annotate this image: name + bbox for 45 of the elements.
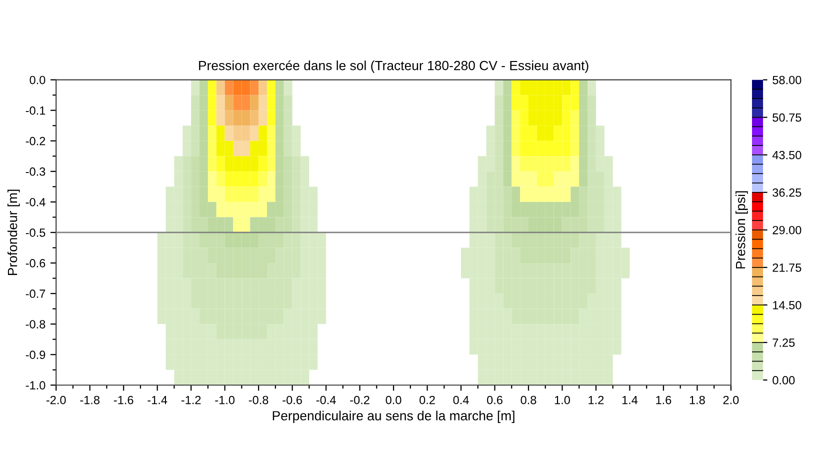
color-bar-title: Pression [psi]	[736, 191, 748, 268]
x-tick-label: 1.6	[656, 396, 672, 404]
color-bar-label: 36.25	[772, 188, 802, 197]
y-tick-label: -0.5	[26, 228, 46, 237]
x-tick-label: 1.8	[690, 396, 705, 404]
x-tick-label: -1.4	[148, 396, 168, 404]
x-tick-label: -1.6	[114, 396, 134, 404]
chart-title: Pression exercée dans le sol (Tracteur 180-280 CV - Essieu avant)	[199, 60, 588, 73]
x-tick-label: 1.0	[554, 396, 570, 404]
y-tick-label: -0.7	[26, 290, 46, 298]
x-tick-label: -0.6	[282, 396, 302, 404]
color-bar-label: 29.00	[772, 226, 802, 234]
y-tick-label: -1.0	[26, 381, 46, 390]
y-tick-label: -0.2	[26, 136, 46, 146]
color-bar-label: 7.25	[772, 338, 795, 347]
color-bar-label: 14.50	[773, 301, 802, 310]
y-tick-label: -0.3	[26, 167, 46, 176]
x-tick-label: 1.4	[622, 396, 638, 404]
x-tick-label: 0.4	[453, 396, 469, 404]
y-tick-label: -0.9	[26, 350, 46, 359]
x-tick-label: -1.2	[181, 396, 201, 404]
y-tick-label: 0.0	[30, 76, 46, 84]
x-tick-label: -2.0	[46, 396, 66, 404]
color-bar-label: 21.75	[772, 263, 802, 272]
x-tick-label: 0.0	[386, 396, 402, 404]
x-tick-label: -1.0	[215, 396, 235, 404]
x-tick-label: -0.2	[350, 396, 370, 404]
x-tick-label: 2.0	[723, 396, 739, 404]
x-tick-label: 1.2	[588, 396, 604, 404]
x-tick-label: -1.8	[80, 396, 100, 404]
color-bar-label: 50.75	[772, 113, 802, 122]
color-bar-label: 43.50	[772, 150, 802, 160]
x-tick-label: 0.2	[420, 396, 435, 404]
x-tick-label: 0.6	[487, 396, 502, 404]
color-bar-label: 58.00	[772, 76, 802, 84]
x-tick-label: -0.4	[316, 396, 336, 404]
y-axis-title: Profondeur [m]	[7, 190, 20, 276]
y-tick-label: -0.8	[26, 320, 46, 328]
x-tick-label: -0.8	[248, 396, 268, 404]
y-tick-label: -0.4	[26, 198, 46, 206]
x-tick-label: 0.8	[520, 396, 536, 404]
color-bar-label: 0.00	[772, 376, 795, 384]
y-tick-label: -0.6	[26, 259, 46, 268]
y-tick-label: -0.1	[26, 106, 46, 115]
x-axis-title: Perpendiculaire au sens de la marche [m]	[272, 410, 514, 424]
